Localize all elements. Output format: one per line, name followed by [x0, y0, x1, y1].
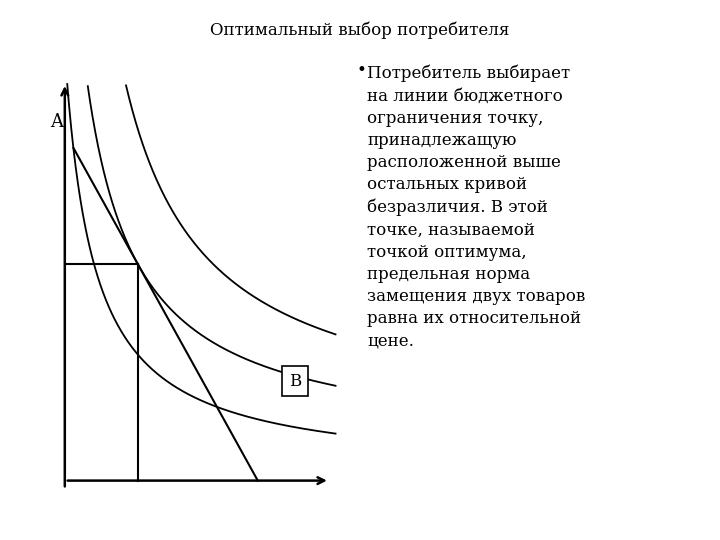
- Text: Оптимальный выбор потребителя: Оптимальный выбор потребителя: [210, 22, 510, 39]
- Text: Потребитель выбирает
на линии бюджетного
ограничения точку,
принадлежащую
распол: Потребитель выбирает на линии бюджетного…: [367, 65, 585, 349]
- Text: •: •: [356, 62, 366, 79]
- Text: A: A: [50, 113, 63, 131]
- Text: B: B: [289, 373, 302, 390]
